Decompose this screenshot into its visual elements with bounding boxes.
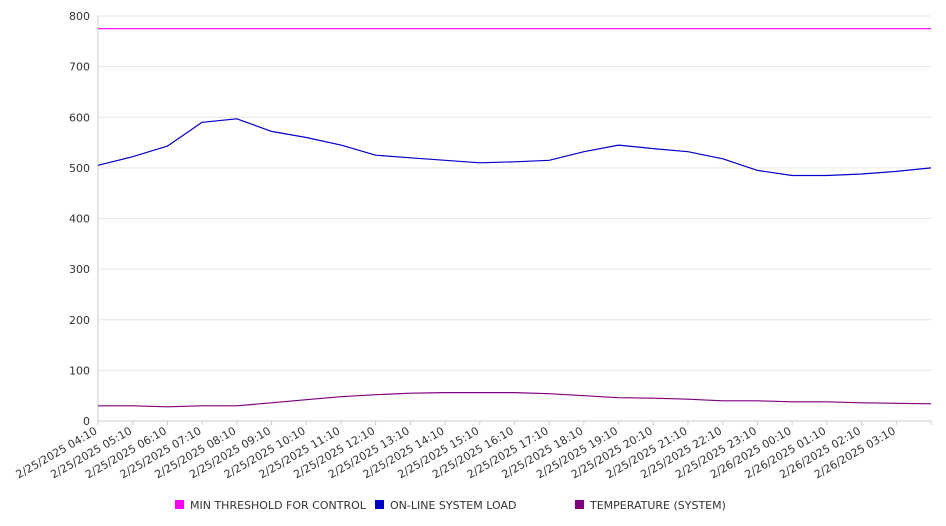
y-tick-label: 500 xyxy=(69,162,90,175)
y-tick-label: 100 xyxy=(69,364,90,377)
legend-label: TEMPERATURE (SYSTEM) xyxy=(589,499,726,512)
y-tick-label: 200 xyxy=(69,314,90,327)
y-tick-label: 700 xyxy=(69,61,90,74)
series-lines xyxy=(97,28,932,408)
legend: MIN THRESHOLD FOR CONTROL ON-LINE SYSTEM … xyxy=(175,499,726,512)
y-tick-label: 400 xyxy=(69,213,90,226)
grid-lines xyxy=(98,15,931,371)
axes xyxy=(97,16,932,425)
legend-swatch xyxy=(575,500,584,509)
y-tick-label: 0 xyxy=(83,415,90,428)
series-line-2 xyxy=(98,392,932,408)
y-tick-label: 800 xyxy=(69,10,90,23)
y-tick-label: 600 xyxy=(69,111,90,124)
series-line-1 xyxy=(97,118,932,177)
legend-label: MIN THRESHOLD FOR CONTROL xyxy=(190,499,367,512)
legend-label: ON-LINE SYSTEM LOAD xyxy=(390,499,516,512)
legend-swatch xyxy=(175,500,184,509)
y-tick-label: 300 xyxy=(69,263,90,276)
legend-swatch xyxy=(375,500,384,509)
x-axis-tick-labels: 2/25/2025 04:102/25/2025 05:102/25/2025 … xyxy=(14,424,898,481)
y-axis-tick-labels: 0 100 200 300 400 500 600 700 800 xyxy=(69,10,90,428)
